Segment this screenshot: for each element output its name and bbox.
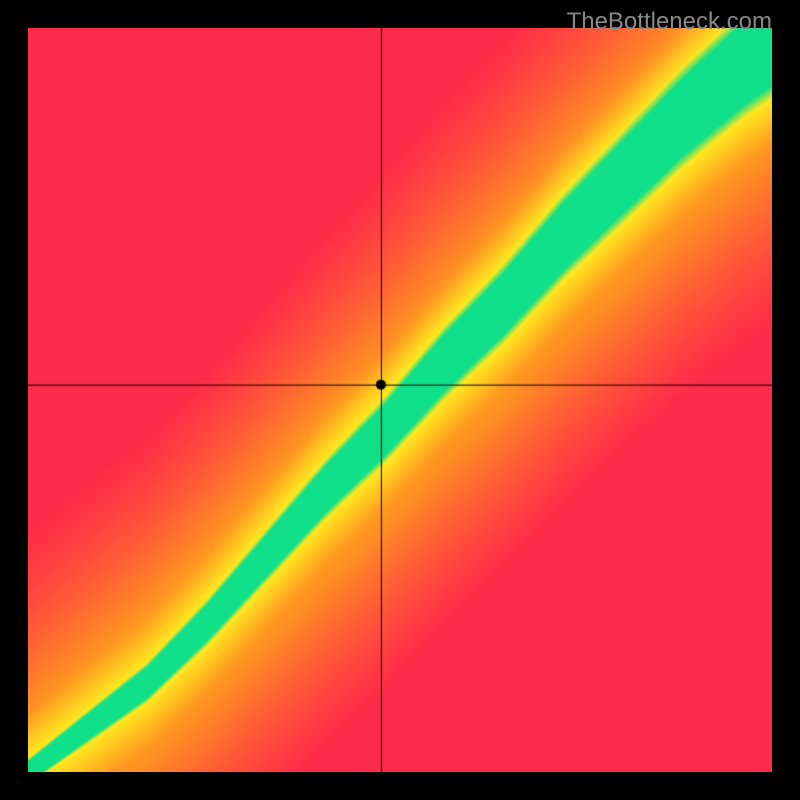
chart-container: TheBottleneck.com — [0, 0, 800, 800]
heatmap-plot — [28, 28, 772, 772]
heatmap-canvas — [28, 28, 772, 772]
watermark-text: TheBottleneck.com — [567, 8, 772, 36]
